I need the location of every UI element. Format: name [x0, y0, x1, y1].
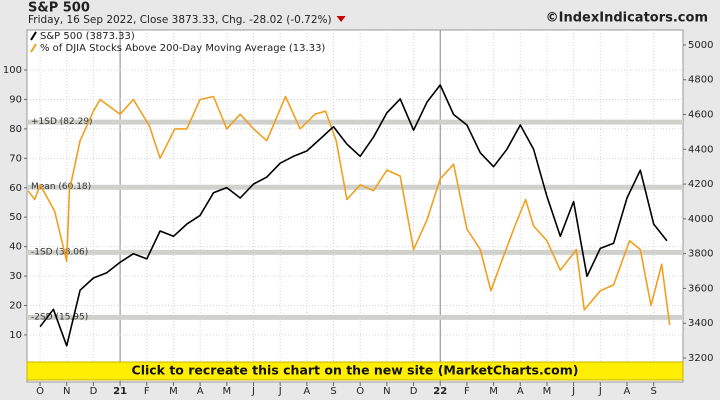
y-tick-label: 70	[9, 153, 22, 164]
y2-tick-label: 4200	[688, 179, 713, 190]
legend-label: S&P 500 (3873.33)	[40, 31, 135, 42]
y-tick-label: 60	[9, 183, 22, 194]
x-tick-label: N	[63, 386, 70, 397]
x-tick-label: M	[169, 386, 178, 397]
y-tick-label: 10	[9, 330, 22, 341]
chart-title: S&P 500	[28, 1, 90, 16]
x-tick-label: S	[330, 386, 336, 397]
y2-tick-label: 4600	[688, 110, 713, 121]
plot-area	[26, 29, 684, 383]
x-tick-label: 22	[433, 386, 447, 397]
x-tick-label: N	[383, 386, 390, 397]
x-tick-label: J	[598, 386, 602, 397]
y-tick-label: 90	[9, 94, 22, 105]
y2-tick-label: 3400	[688, 318, 713, 329]
x-tick-label: M	[489, 386, 498, 397]
watermark: ©IndexIndicators.com	[546, 11, 708, 26]
sd-label: -2SD (15.95)	[31, 312, 88, 322]
x-tick-label: M	[543, 386, 552, 397]
y-tick-label: 20	[9, 300, 22, 311]
y2-tick-label: 5000	[688, 40, 713, 51]
y-tick-label: 30	[9, 271, 22, 282]
legend-swatch	[30, 43, 37, 53]
x-tick-label: J	[251, 386, 255, 397]
x-tick-label: A	[517, 386, 524, 397]
x-tick-label: A	[624, 386, 631, 397]
series-line	[27, 95, 671, 326]
x-tick-label: F	[464, 386, 470, 397]
legend-label: % of DJIA Stocks Above 200-Day Moving Av…	[40, 43, 325, 54]
x-tick-label: 21	[113, 386, 127, 397]
x-tick-label: A	[197, 386, 204, 397]
y2-tick-label: 4400	[688, 144, 713, 155]
x-tick-label: J	[278, 386, 282, 397]
y-tick-label: 80	[9, 124, 22, 135]
legend-swatch	[30, 31, 37, 41]
y-tick-label: 50	[9, 212, 22, 223]
x-tick-label: A	[303, 386, 310, 397]
sd-label: Mean (60.18)	[31, 182, 91, 192]
x-tick-label: D	[410, 386, 418, 397]
banner-text[interactable]: Click to recreate this chart on the new …	[132, 363, 579, 378]
x-tick-label: O	[36, 386, 44, 397]
change-indicator	[336, 16, 346, 22]
y2-tick-label: 3600	[688, 283, 713, 294]
series-line	[39, 84, 668, 347]
plot-content: O N D 21 F M A M J J A S O N D 22 F M A M J J A S 10 20 30 40 50 60 70…	[3, 30, 713, 397]
y2-tick-label: 3200	[688, 353, 713, 364]
y2-tick-label: 3800	[688, 249, 713, 260]
x-tick-label: M	[222, 386, 231, 397]
x-tick-label: O	[356, 386, 364, 397]
x-tick-label: D	[90, 386, 98, 397]
x-tick-label: F	[144, 386, 150, 397]
banner-box[interactable]	[26, 361, 684, 381]
x-tick-label: S	[650, 386, 656, 397]
sd-label: +1SD (82.29)	[31, 117, 93, 127]
y2-tick-label: 4800	[688, 75, 713, 86]
y-tick-label: 40	[9, 242, 22, 253]
y2-tick-label: 4000	[688, 214, 713, 225]
sd-label: -1SD (38.06)	[31, 247, 88, 257]
y-tick-label: 100	[3, 65, 22, 76]
x-tick-label: J	[571, 386, 575, 397]
chart-subtitle: Friday, 16 Sep 2022, Close 3873.33, Chg.…	[28, 14, 332, 26]
